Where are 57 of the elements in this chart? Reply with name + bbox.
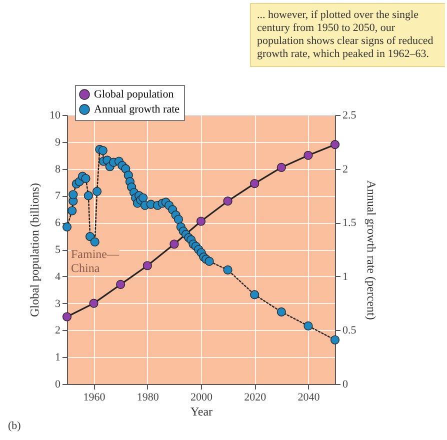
y-tick-label: 9 [55,136,61,148]
point [116,280,126,289]
y-tick-label: 5 [55,244,61,256]
y-tick-label: 4 [55,270,61,283]
point [196,216,206,226]
point [98,146,108,156]
point [84,191,93,200]
point [250,179,260,188]
point [330,335,340,344]
y-tick-label: 2 [55,324,60,337]
text: ... however, if plotted over the single century from 1950 to 2050, our population shows clear signs of reduced growth rate, which peaked in 1962–63. [250,3,446,67]
y-tick-label: 6 [55,217,61,230]
x-tick-label: 2020 [244,392,267,404]
y2-tick-label: 1 [342,270,348,283]
point [68,206,77,216]
x-axis-title: Year [190,404,213,418]
y2-tick-label: 0 [342,378,348,390]
x-tick-label: 1960 [83,392,106,404]
point [62,222,72,232]
point [304,150,313,160]
legend-label: Annual growth rate [94,104,180,116]
point [142,261,152,270]
y2-tick-label: 2 [342,163,348,176]
point [223,265,232,274]
y2-axis-title: Annual growth rate (percent) [364,180,378,320]
annotation: Famine—China [71,247,119,275]
point [304,321,313,330]
point [89,298,98,308]
point [81,174,90,184]
point [250,290,260,300]
x-tick-label: 1980 [136,392,160,404]
y-tick-label: 10 [50,110,61,122]
text: (b) [8,420,21,432]
point [223,196,232,206]
point [174,214,184,224]
y-tick-label: 0 [55,378,61,390]
y2-tick-label: 2.5 [342,110,357,122]
y-tick-label: 3 [55,298,61,310]
point [170,240,179,249]
point [138,193,148,202]
y-axis-title: Global population (billions) [28,183,42,317]
point [90,237,100,246]
point [62,312,72,322]
x-tick-label: 2000 [190,392,213,404]
y-tick-label: 1 [55,352,60,364]
point [92,186,102,196]
point [68,190,78,200]
point [330,140,340,150]
y2-tick-label: 1.5 [342,217,357,230]
point [204,256,214,266]
y-tick-label: 8 [55,163,61,176]
y-tick-label: 7 [55,190,61,202]
x-tick-label: 2040 [298,392,320,404]
legend-label: Global population [94,88,174,100]
point [276,307,286,316]
y2-tick-label: 0.5 [342,324,357,337]
point [276,162,286,172]
